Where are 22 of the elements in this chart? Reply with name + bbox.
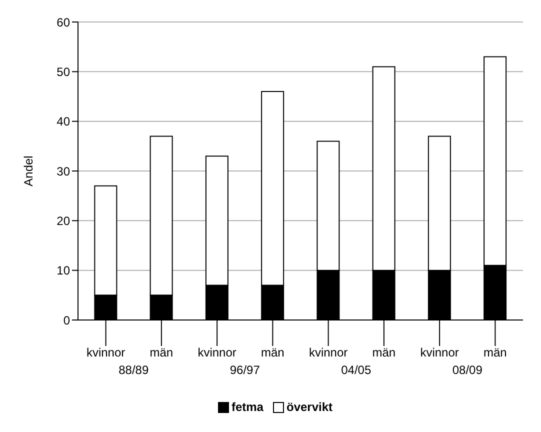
x-tick-label: kvinnor bbox=[198, 346, 236, 360]
x-tick-label: män bbox=[261, 346, 284, 360]
x-tick-label: kvinnor bbox=[308, 346, 348, 360]
x-tick-label: män bbox=[372, 346, 396, 360]
y-tick-label: 0 bbox=[63, 313, 70, 328]
y-tick-label: 30 bbox=[56, 164, 70, 178]
x-tick-label: kvinnor bbox=[420, 346, 459, 360]
y-tick-label: 10 bbox=[56, 264, 70, 278]
y-tick-label: 40 bbox=[56, 114, 70, 129]
x-tick-label: män bbox=[484, 346, 507, 360]
y-tick-label: 50 bbox=[56, 64, 70, 79]
y-tick-label: 60 bbox=[56, 15, 70, 30]
legend-label: övervikt bbox=[285, 400, 333, 414]
text: 88/89 bbox=[118, 363, 149, 377]
legend-label: fetma bbox=[230, 400, 264, 414]
text: 08/09 bbox=[452, 363, 483, 377]
text: 96/97 bbox=[230, 363, 260, 377]
y-tick-label: 20 bbox=[56, 214, 70, 228]
x-tick-label: kvinnor bbox=[86, 346, 126, 360]
text: 04/05 bbox=[341, 363, 372, 377]
x-tick-label: män bbox=[150, 346, 174, 360]
y-axis-title: Andel bbox=[21, 156, 36, 186]
